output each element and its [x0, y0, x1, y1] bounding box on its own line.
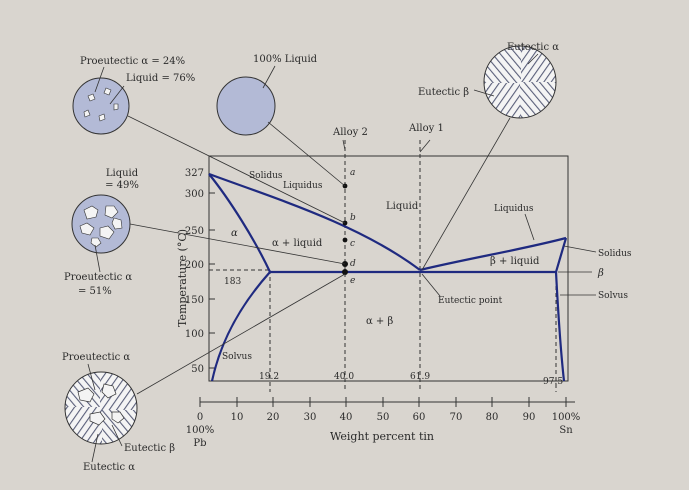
value-97-5: 97.5 — [543, 377, 563, 387]
label-eutectic-beta-top: Eutectic β — [418, 87, 469, 98]
solvus-right-label: Solvus — [598, 291, 628, 301]
x-tick-100: 100% — [552, 412, 581, 423]
x-tick-80: 80 — [486, 412, 499, 423]
label-liquid-76: Liquid = 76% — [126, 73, 195, 84]
label-proeutectic: Proeutectic α — [62, 352, 130, 363]
solvus-left-curve — [210, 271, 271, 382]
point-b: b — [350, 213, 356, 223]
y-tick-150: 150 — [185, 295, 204, 306]
liquidus-right-label: Liquidus — [494, 204, 534, 214]
micro-eutectic-top — [484, 46, 556, 118]
y-tick-200: 200 — [185, 260, 204, 271]
y-tick-327: 327 — [185, 168, 204, 179]
value-19-2: 19.2 — [259, 372, 279, 382]
plot-frame — [208, 155, 569, 382]
micro-connectors — [127, 115, 511, 395]
x-tick-30: 30 — [304, 412, 317, 423]
alloy-1-label: Alloy 1 — [408, 123, 444, 134]
label-proeutectic-24: Proeutectic α = 24% — [80, 56, 185, 67]
solidus-right-label: Solidus — [598, 249, 632, 259]
y-tick-100: 100 — [185, 329, 204, 340]
y-tick-250: 250 — [185, 226, 204, 237]
x-left-end-pb: Pb — [193, 438, 206, 449]
beta-phase-label: β — [597, 268, 604, 279]
value-61-9: 61.9 — [410, 372, 430, 382]
point-a: a — [350, 168, 355, 178]
label-eutectic-alpha-low: Eutectic α — [83, 462, 135, 473]
x-tick-90: 90 — [523, 412, 536, 423]
x-axis — [199, 397, 575, 407]
label-proeutectic-51-line1: Proeutectic α — [64, 272, 132, 283]
x-tick-50: 50 — [377, 412, 390, 423]
value-183: 183 — [224, 277, 241, 287]
alloy-2-label: Alloy 2 — [332, 127, 368, 138]
x-left-end-pct: 100% — [186, 425, 215, 436]
region-alpha-beta: α + β — [366, 316, 393, 327]
label-liquid-49-line2: = 49% — [105, 180, 139, 191]
label-eutectic-alpha-top: Eutectic α — [507, 42, 559, 53]
solvus-left-label: Solvus — [222, 352, 252, 362]
solidus-right-curve — [554, 237, 568, 273]
leader-lines-right — [421, 213, 597, 297]
region-alpha-liquid: α + liquid — [272, 238, 323, 249]
label-liquid-100: 100% Liquid — [253, 54, 318, 65]
label-liquid-49-line1: Liquid — [106, 168, 139, 179]
region-beta-liquid: β + liquid — [490, 256, 540, 267]
point-letters: a b c d e — [350, 168, 356, 286]
x-axis-title: Weight percent tin — [330, 430, 434, 443]
micro-eutectic-low — [65, 372, 137, 444]
value-40-0: 40.0 — [334, 372, 354, 382]
x-tick-10: 10 — [231, 412, 244, 423]
micro-liquid-100 — [216, 76, 276, 136]
x-tick-40: 40 — [340, 412, 353, 423]
y-axis — [209, 192, 215, 369]
x-tick-labels: 0 10 20 30 40 50 60 70 80 90 100% 100% P… — [186, 412, 581, 449]
liquidus-right-curve — [419, 236, 567, 272]
label-eutectic-beta-low: Eutectic β — [124, 443, 175, 454]
micro-proeutectic-24 — [72, 77, 130, 135]
point-c: c — [350, 239, 355, 249]
x-tick-0: 0 — [197, 412, 203, 423]
x-tick-70: 70 — [450, 412, 463, 423]
liquidus-left-curve — [208, 172, 421, 271]
solidus-left-curve — [208, 173, 271, 273]
liquidus-left-label: Liquidus — [283, 181, 323, 191]
y-tick-50: 50 — [191, 364, 204, 375]
solidus-left-label: Solidus — [249, 171, 283, 181]
x-tick-60: 60 — [413, 412, 426, 423]
point-e: e — [350, 276, 355, 286]
y-tick-labels: 50 100 150 200 250 300 327 — [185, 168, 204, 375]
label-proeutectic-51-line2: = 51% — [78, 286, 112, 297]
region-alpha: α — [231, 228, 238, 239]
micro-proeutectic-24-grains — [83, 87, 119, 122]
x-right-end-sn: Sn — [559, 425, 573, 436]
region-liquid: Liquid — [386, 201, 419, 212]
point-d: d — [350, 259, 356, 269]
solvus-right-curve — [554, 271, 566, 382]
y-axis-title: Temperature (°C) — [176, 229, 189, 327]
eutectic-point-label: Eutectic point — [438, 296, 503, 306]
x-tick-20: 20 — [267, 412, 280, 423]
phase-boundaries — [208, 172, 568, 382]
micro-liquid-49-grains — [79, 205, 123, 248]
y-tick-300: 300 — [185, 189, 204, 200]
